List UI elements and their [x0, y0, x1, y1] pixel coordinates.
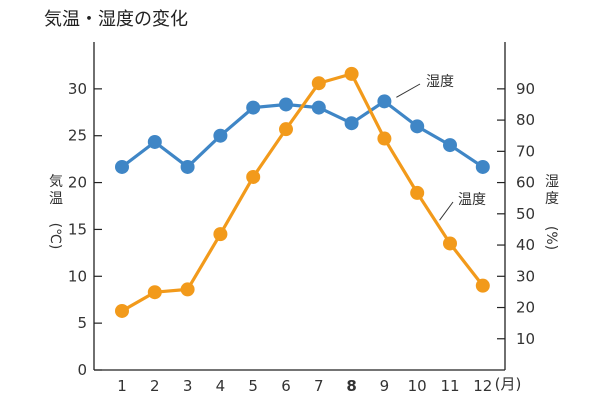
y-left-tick-label: 30: [68, 80, 87, 98]
data-point: [180, 159, 195, 174]
x-tick-label: 1: [117, 377, 127, 395]
x-tick-label: 12: [473, 377, 492, 395]
y-left-title-char: 温: [49, 191, 63, 207]
y-right-tick-label: 40: [516, 236, 535, 254]
y-left-tick-label: 5: [77, 314, 87, 332]
data-point: [115, 303, 129, 318]
data-point: [443, 236, 457, 251]
data-point: [147, 134, 162, 149]
data-point: [377, 94, 392, 109]
y-left-tick-label: 0: [77, 361, 87, 379]
y-left-tick-label: 10: [68, 267, 87, 285]
data-point: [475, 278, 490, 293]
x-axis-unit: (月): [495, 375, 522, 393]
x-tick-label: 9: [380, 377, 390, 395]
x-tick-label: 8: [346, 377, 356, 395]
y-right-tick-label: 50: [516, 205, 535, 223]
data-point: [344, 66, 359, 81]
y-right-tick-label: 10: [516, 330, 535, 348]
series-line-1: [121, 72, 485, 313]
y-left-tick-label: 25: [68, 127, 87, 145]
data-point: [443, 138, 457, 153]
data-point: [475, 159, 490, 174]
data-point: [279, 122, 293, 137]
data-point: [344, 116, 359, 131]
chart-title: 気温・湿度の変化: [44, 9, 188, 30]
data-point: [115, 159, 129, 174]
y-right-title-char: 度: [545, 191, 559, 207]
data-point: [213, 227, 228, 242]
humidity-leader-line: [396, 83, 421, 98]
data-point: [311, 100, 326, 115]
data-point: [246, 169, 261, 184]
data-point: [410, 119, 425, 134]
y-right-tick-label: 20: [516, 299, 535, 317]
data-point: [180, 282, 195, 297]
x-tick-label: 5: [248, 377, 258, 395]
y-right-title-unit: (%): [543, 226, 559, 250]
x-tick-label: 4: [216, 377, 226, 395]
y-right-tick-label: 30: [516, 267, 535, 285]
data-point: [147, 285, 162, 300]
x-tick-label: 7: [314, 377, 324, 395]
data-point: [213, 128, 228, 143]
y-right-title-char: 湿: [545, 174, 559, 190]
data-point: [377, 131, 392, 146]
data-point: [410, 185, 425, 200]
x-tick-label: 6: [281, 377, 291, 395]
x-tick-label: 2: [150, 377, 160, 395]
series-line-0: [121, 99, 484, 169]
y-right-tick-label: 60: [516, 174, 535, 192]
y-left-title-unit: (℃): [47, 223, 63, 250]
y-left-title-char: 気: [49, 174, 63, 190]
y-left-tick-label: 15: [68, 220, 87, 238]
data-point: [279, 97, 293, 112]
series-points: [115, 66, 490, 318]
data-point: [246, 100, 261, 115]
series-lines: [121, 72, 485, 313]
data-point: [311, 76, 326, 91]
x-tick-label: 10: [408, 377, 427, 395]
series-label-temperature: 温度: [458, 192, 486, 208]
x-tick-label: 11: [440, 377, 459, 395]
y-right-tick-label: 80: [516, 111, 535, 129]
y-right-tick-label: 90: [516, 80, 535, 98]
temperature-leader-line: [439, 201, 454, 221]
y-right-tick-label: 70: [516, 142, 535, 160]
y-left-tick-label: 20: [68, 174, 87, 192]
x-tick-label: 3: [183, 377, 193, 395]
series-label-humidity: 湿度: [426, 74, 454, 90]
